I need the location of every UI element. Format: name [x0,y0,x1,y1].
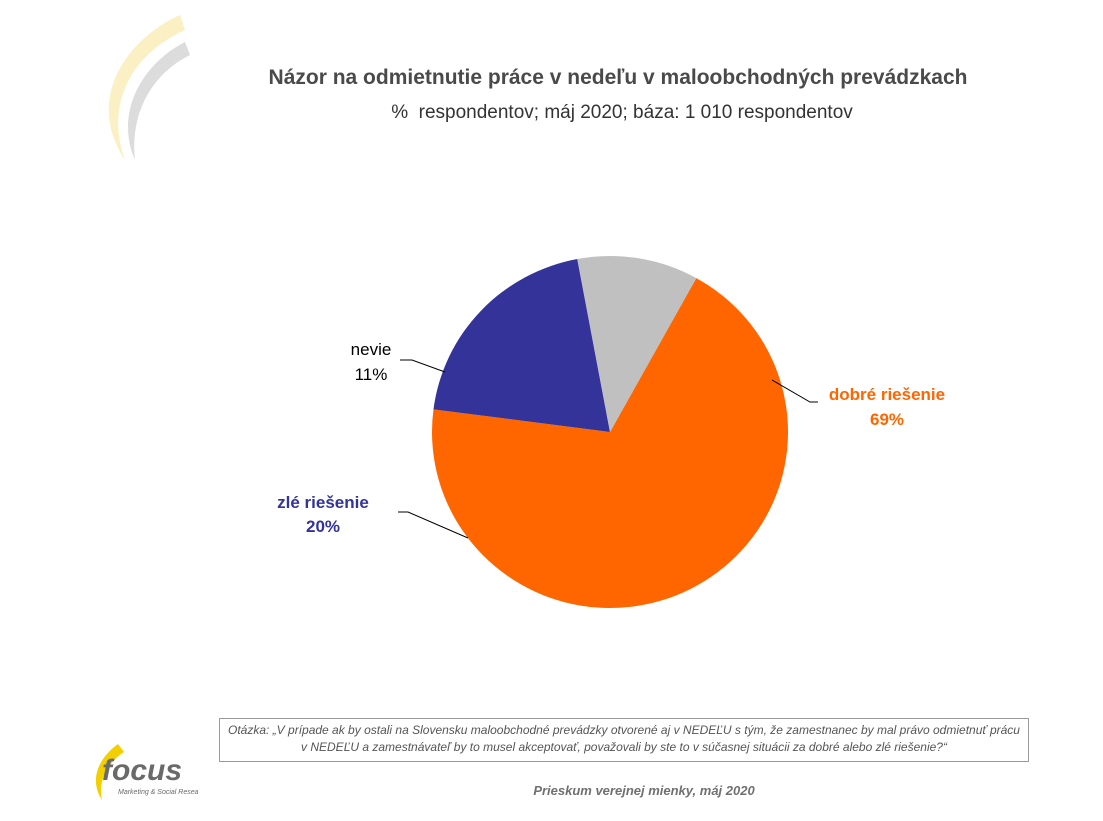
slice-value-label-2: 11% [355,365,388,384]
focus-logo: focus Marketing & Social Research [95,744,198,800]
decorative-swoosh [108,15,190,160]
slice-value-label-0: 69% [870,410,904,429]
leader-line-1 [398,511,469,539]
footer-text: Prieskum verejnej mienky, máj 2020 [533,783,755,798]
pie-slice-2 [577,255,697,432]
chart-title: Názor na odmietnutie práce v nedeľu v ma… [268,66,968,89]
leader-line-0 [771,379,818,403]
svg-text:focus: focus [102,754,182,787]
pie-slice-0 [431,278,788,608]
slice-value-label-1: 20% [306,517,340,536]
pie-slice-1 [433,259,610,432]
svg-text:Marketing & Social Research: Marketing & Social Research [118,789,198,796]
chart-subtitle: % respondentov; máj 2020; báza: 1 010 re… [391,102,853,123]
slice-label-1: zlé riešenie [277,493,369,512]
question-box: Otázka: „V prípade ak by ostali na Slove… [219,718,1029,762]
slice-label-0: dobré riešenie [829,385,945,404]
leader-line-2 [400,359,446,373]
slice-label-2: nevie [351,340,392,359]
